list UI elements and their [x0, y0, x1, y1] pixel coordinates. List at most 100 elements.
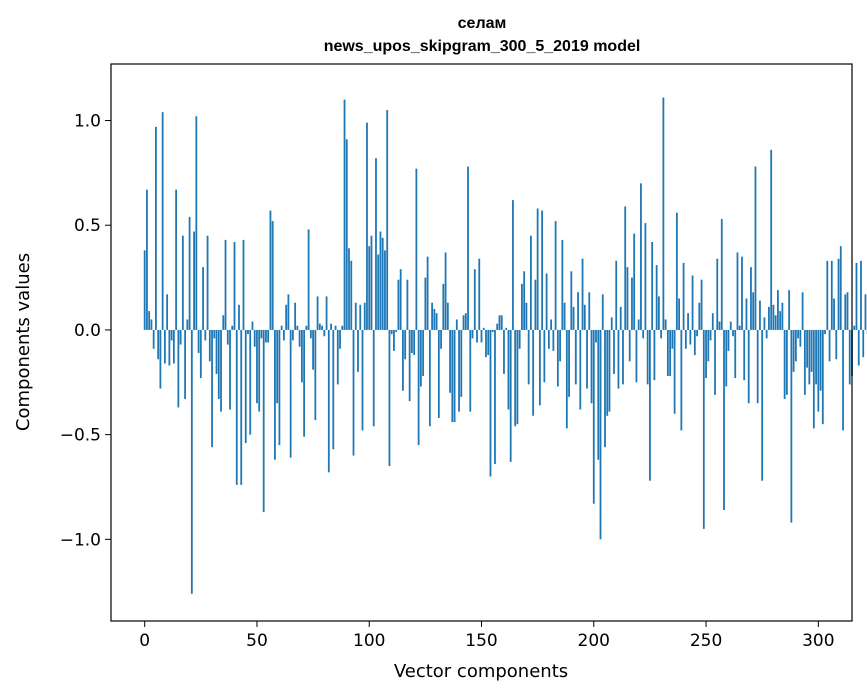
- y-tick-label: 0.5: [74, 216, 101, 236]
- bar: [256, 329, 258, 404]
- bar: [260, 329, 263, 339]
- bar: [274, 329, 276, 460]
- bar: [523, 271, 526, 330]
- bar: [462, 315, 465, 330]
- bar: [195, 116, 198, 330]
- bar: [289, 329, 292, 458]
- bar: [379, 231, 382, 330]
- bar: [592, 329, 595, 504]
- bar: [224, 239, 227, 330]
- bar: [359, 304, 362, 330]
- bar: [785, 329, 788, 395]
- bar: [503, 329, 505, 374]
- bar: [487, 329, 490, 356]
- bar: [588, 292, 591, 330]
- bar: [336, 329, 339, 385]
- bar: [363, 302, 366, 330]
- bar: [146, 189, 148, 330]
- bar: [262, 329, 265, 513]
- bar: [397, 279, 400, 330]
- bar: [422, 329, 425, 377]
- bar: [545, 273, 548, 330]
- bar: [332, 329, 335, 450]
- bar: [413, 329, 416, 356]
- bar: [595, 329, 597, 343]
- bar: [204, 329, 207, 341]
- bar: [516, 329, 519, 425]
- bar: [148, 311, 151, 330]
- bar: [646, 329, 649, 385]
- bar: [673, 329, 676, 414]
- bar: [826, 260, 829, 330]
- bar: [206, 235, 209, 330]
- bar: [550, 319, 553, 330]
- bar: [467, 166, 469, 330]
- bar: [215, 329, 218, 374]
- bar: [563, 302, 566, 330]
- bar: [810, 329, 813, 372]
- bar: [348, 248, 350, 330]
- bar: [794, 329, 797, 362]
- bar: [258, 329, 261, 412]
- bar: [247, 329, 249, 335]
- bar: [350, 260, 353, 330]
- bar: [716, 258, 719, 330]
- bar: [680, 329, 683, 431]
- bar: [172, 329, 175, 364]
- bar: [240, 329, 243, 485]
- bar: [857, 329, 860, 366]
- bar: [419, 329, 422, 387]
- bar: [568, 329, 570, 397]
- bar: [404, 329, 407, 360]
- bar: [808, 329, 811, 385]
- bar: [853, 325, 856, 330]
- bar: [768, 306, 770, 330]
- bar: [552, 329, 555, 351]
- chart-title: селам: [458, 15, 507, 32]
- y-tick-label: 0.0: [74, 321, 101, 341]
- bar: [734, 329, 737, 379]
- bar: [410, 329, 413, 353]
- bar: [188, 216, 191, 330]
- bar: [334, 325, 337, 330]
- bar: [451, 329, 454, 423]
- bar: [161, 112, 164, 330]
- bar: [453, 329, 456, 423]
- bar: [417, 329, 420, 446]
- bar: [723, 329, 725, 511]
- bar: [426, 256, 429, 330]
- bar: [291, 329, 294, 341]
- bar: [482, 327, 485, 330]
- bar: [817, 329, 820, 412]
- bar: [244, 329, 247, 444]
- bar: [691, 275, 694, 330]
- bar: [815, 329, 817, 385]
- bar: [597, 329, 600, 460]
- bar: [732, 329, 734, 337]
- bar: [640, 183, 642, 330]
- bar: [478, 258, 481, 330]
- bar: [469, 329, 472, 412]
- bar: [644, 223, 647, 330]
- bar: [770, 149, 773, 330]
- bar: [541, 210, 544, 330]
- bar: [819, 329, 822, 391]
- bar: [790, 329, 793, 523]
- y-tick-label: −0.5: [60, 426, 101, 446]
- bar: [280, 325, 283, 330]
- x-tick-label: 50: [246, 631, 268, 651]
- bar: [471, 329, 474, 339]
- bar: [386, 110, 389, 330]
- bar: [339, 329, 341, 349]
- bar: [155, 126, 157, 330]
- bar: [354, 302, 357, 330]
- bar: [368, 246, 371, 330]
- bar: [202, 267, 204, 330]
- bar: [765, 329, 768, 339]
- bar: [617, 329, 620, 389]
- bar: [399, 269, 402, 330]
- bar: [689, 329, 692, 345]
- bar: [684, 329, 687, 349]
- bar: [700, 279, 703, 330]
- bar: [747, 329, 750, 404]
